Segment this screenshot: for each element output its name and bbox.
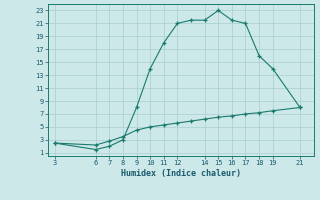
X-axis label: Humidex (Indice chaleur): Humidex (Indice chaleur) [121,169,241,178]
